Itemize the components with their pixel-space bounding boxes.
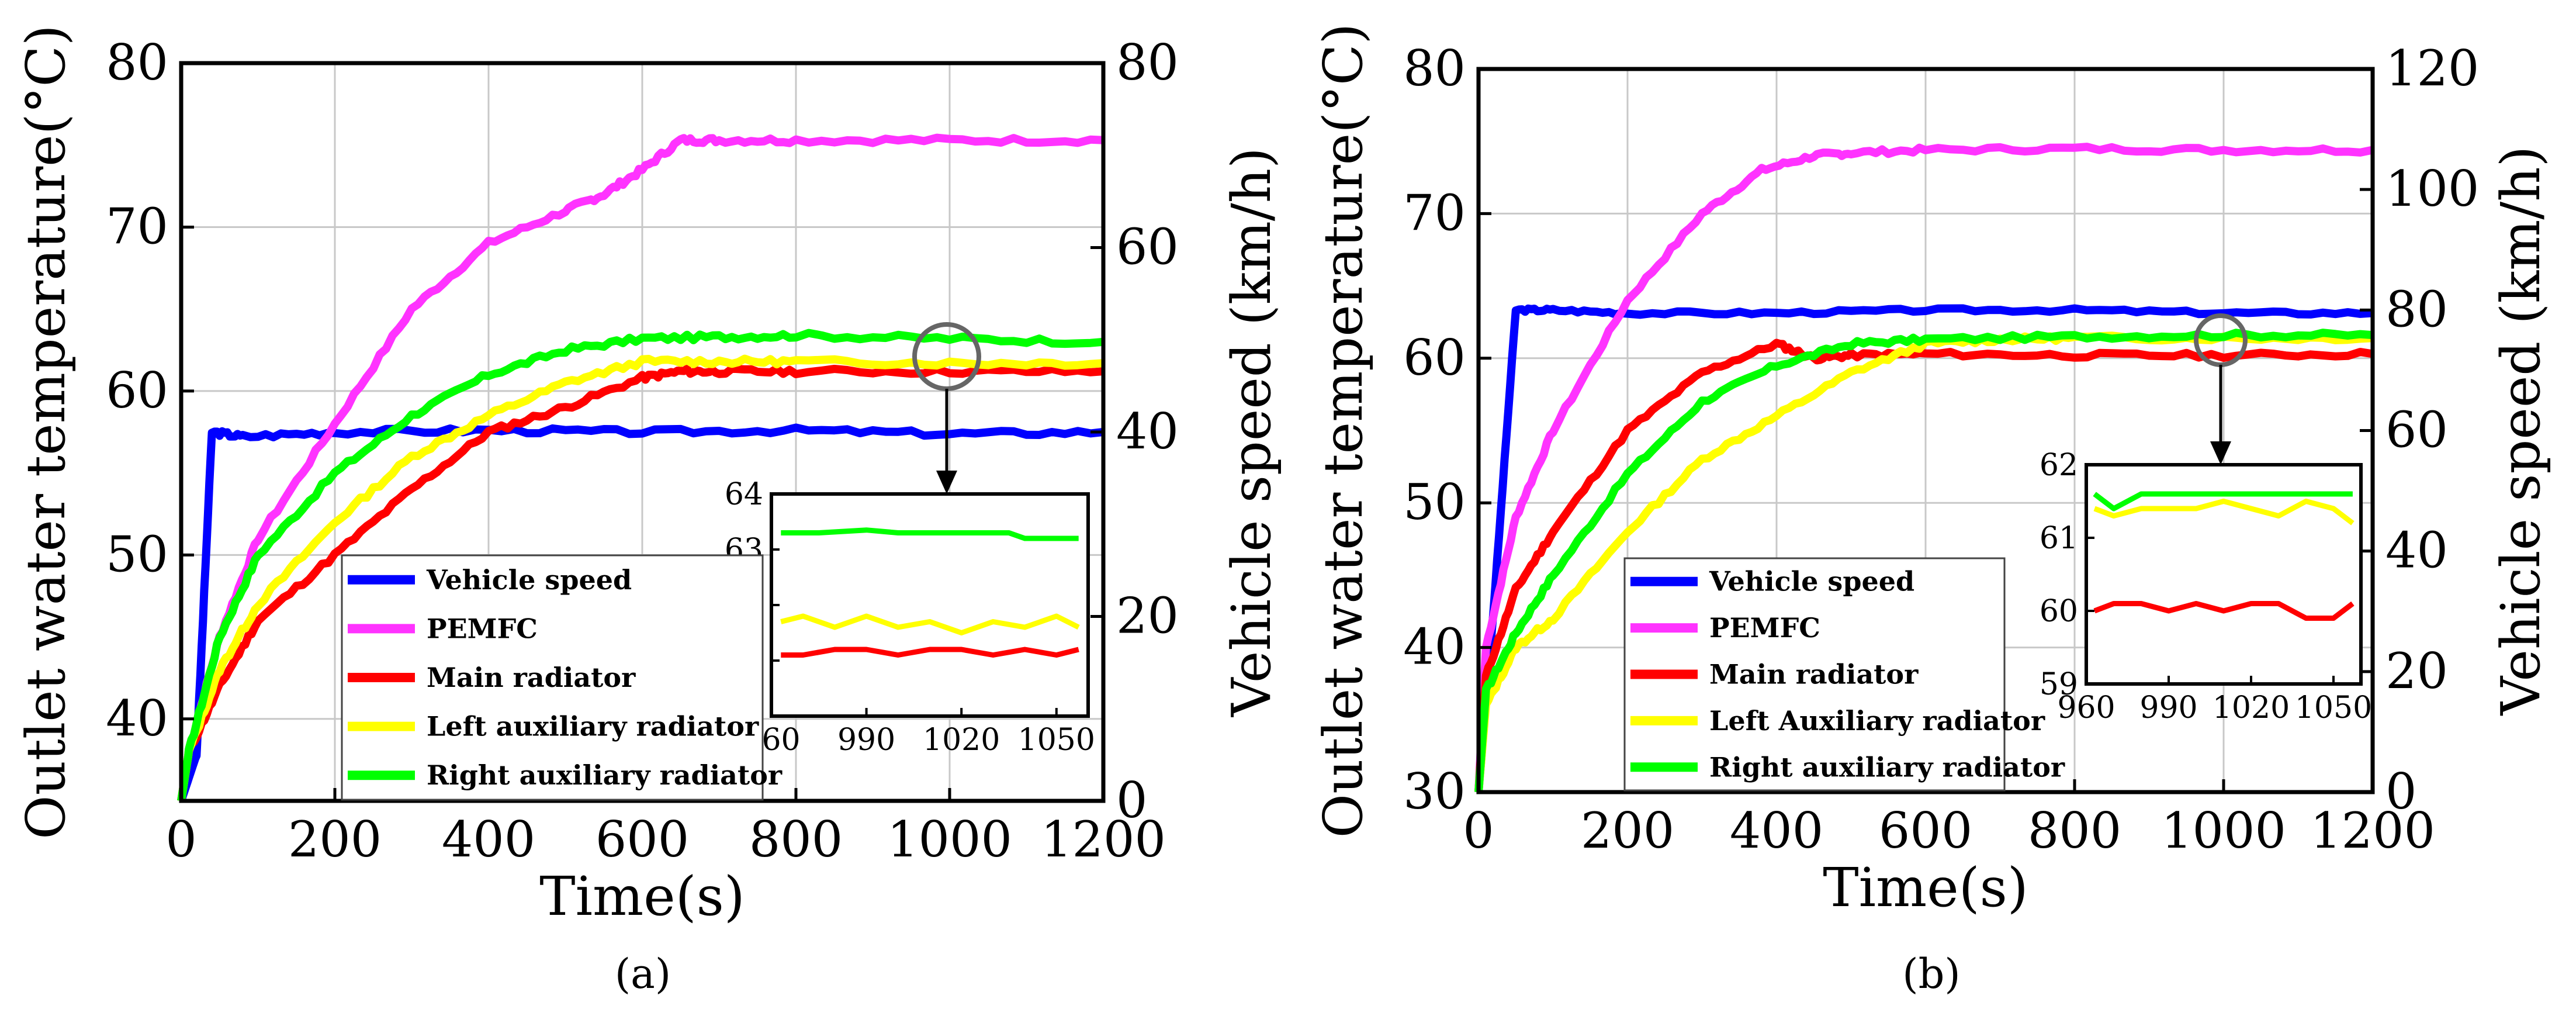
y-right-tick-label: 40: [2385, 522, 2448, 579]
y-right-tick-label: 40: [1116, 403, 1179, 460]
inset-x-tick-label: 1020: [923, 723, 1000, 758]
legend-entry: Vehicle speed: [1709, 566, 1914, 597]
y-right-axis-title: Vehicle speed (km/h): [2490, 146, 2552, 716]
inset-y-tick-label: 59: [2040, 667, 2078, 702]
inset-frame: [2085, 463, 2363, 686]
inset-frame: [770, 492, 1090, 718]
series-right-auxiliary-radiator: [1474, 329, 2373, 793]
zoom-arrow-head: [936, 471, 957, 494]
panel-label: (a): [615, 950, 671, 998]
inset-plot: 960990102010506061626364: [725, 477, 1095, 758]
x-axis-title: Time(s): [539, 865, 745, 928]
y-right-tick-label: 60: [1116, 219, 1179, 276]
x-tick-label: 600: [1879, 802, 1972, 859]
y-right-tick-label: 120: [2385, 40, 2479, 97]
x-tick-label: 800: [2028, 802, 2121, 859]
panel-label: (b): [1902, 950, 1960, 998]
legend-entry: Right auxiliary radiator: [1709, 751, 2065, 783]
zoom-circle: [912, 322, 981, 391]
legend-entry: Vehicle speed: [426, 564, 632, 596]
y-right-tick-label: 60: [2385, 402, 2448, 459]
inset-y-tick-label: 64: [725, 477, 763, 512]
legend: Vehicle speed PEMFC Main radiator Left auxi…: [341, 554, 783, 801]
legend-entry: PEMFC: [1709, 612, 1820, 644]
y-left-tick-label: 50: [106, 526, 168, 583]
x-tick-label: 1200: [2310, 802, 2435, 859]
y-left-axis-title: Outlet water temperature(°C): [1312, 23, 1374, 838]
legend-entry: Right auxiliary radiator: [427, 759, 783, 791]
series-pemfc: [1474, 143, 2374, 793]
y-right-tick-label: 20: [2385, 642, 2448, 700]
series-vehicle-speed: [177, 423, 1104, 803]
y-left-tick-label: 40: [1403, 618, 1466, 676]
y-right-axis-title: Vehicle speed (km/h): [1220, 147, 1283, 717]
y-left-tick-label: 50: [1403, 474, 1466, 531]
y-right-tick-label: 80: [1116, 34, 1179, 91]
inset-x-tick-label: 1020: [2213, 690, 2290, 725]
legend-entry: Main radiator: [1709, 659, 1919, 690]
x-tick-label: 400: [1730, 802, 1823, 859]
series-left-auxiliary-radiator: [177, 354, 1104, 802]
y-left-tick-label: 70: [106, 198, 168, 255]
legend-entry: PEMFC: [427, 613, 538, 644]
inset-series-left-auxiliary-radiator: [780, 613, 1080, 635]
y-left-tick-label: 40: [106, 690, 168, 747]
inset-x-tick-label: 1050: [1018, 723, 1095, 758]
inset-x-tick-label: 990: [837, 723, 895, 758]
y-right-tick-label: 100: [2385, 160, 2479, 217]
inset-x-tick-label: 960: [2057, 690, 2115, 725]
y-left-tick-label: 60: [1403, 329, 1466, 386]
x-tick-label: 0: [1463, 802, 1494, 859]
inset-x-tick-label: 990: [2139, 690, 2197, 725]
series-main-radiator: [1474, 338, 2374, 793]
x-tick-label: 1000: [2161, 802, 2286, 859]
legend-entry: Left auxiliary radiator: [427, 711, 759, 742]
series-main-radiator: [177, 364, 1104, 802]
chart-panel-a: 0 200 400 600 800 1000 12004050607080020406080…: [15, 25, 1283, 998]
y-right-tick-label: 0: [1116, 772, 1147, 829]
inset-x-tick-label: 1050: [2295, 690, 2372, 725]
x-tick-label: 200: [288, 811, 382, 868]
y-right-tick-label: 20: [1116, 588, 1179, 645]
y-right-tick-label: 80: [2385, 281, 2448, 338]
x-tick-label: 200: [1581, 802, 1674, 859]
inset-series-main-radiator: [781, 647, 1079, 658]
chart-panel-b: 0 200 400 600 800 1000 12003040506070800204060…: [1312, 23, 2552, 998]
legend-entry: Left Auxiliary radiator: [1709, 705, 2045, 737]
x-tick-label: 800: [749, 811, 843, 868]
x-tick-label: 400: [442, 811, 535, 868]
inset-plot: 960 990 1020 1050 59 60 61 62: [2040, 448, 2372, 725]
y-right-tick-label: 0: [2385, 763, 2416, 820]
inset-y-tick-label: 60: [2040, 594, 2078, 629]
x-axis-title: Time(s): [1823, 856, 2028, 919]
inset-series-left-auxiliary-radiator: [2093, 499, 2355, 526]
inset-series-right-auxiliary-radiator: [781, 527, 1079, 541]
y-left-tick-label: 80: [1403, 40, 1466, 97]
x-tick-label: 1200: [1041, 811, 1166, 868]
y-left-axis-title: Outlet water temperature(°C): [15, 25, 77, 839]
legend-entry: Main radiator: [427, 662, 636, 693]
y-left-tick-label: 60: [106, 362, 168, 419]
series-right-auxiliary-radiator: [177, 329, 1104, 802]
series-vehicle-speed: [1474, 304, 2373, 793]
y-left-tick-label: 70: [1403, 184, 1466, 241]
y-left-tick-label: 80: [106, 34, 168, 91]
x-tick-label: 0: [165, 811, 196, 868]
inset-series-main-radiator: [2093, 601, 2355, 621]
zoom-arrow-head: [2210, 441, 2231, 465]
y-left-tick-label: 30: [1403, 763, 1466, 820]
x-tick-label: 1000: [887, 811, 1012, 868]
inset-y-tick-label: 62: [2040, 448, 2078, 483]
inset-series-right-auxiliary-radiator: [2093, 491, 2353, 512]
legend: Vehicle speed PEMFC Main radiator Left Auxi…: [1623, 557, 2065, 792]
inset-y-tick-label: 61: [2040, 521, 2078, 556]
x-tick-label: 600: [595, 811, 689, 868]
